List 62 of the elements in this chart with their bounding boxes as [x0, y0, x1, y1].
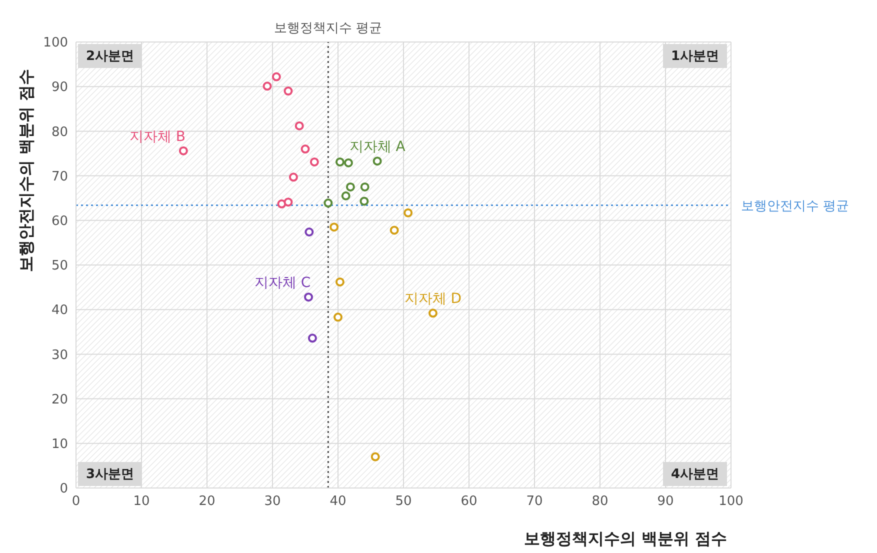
- series-label: 지자체 C: [254, 275, 311, 292]
- y-tick-label: 70: [51, 169, 68, 184]
- point: [310, 157, 319, 166]
- point: [294, 121, 304, 130]
- point: [360, 196, 369, 206]
- y-axis-title: 보행안전지수의 백분위 점수: [16, 68, 36, 272]
- point: [335, 277, 344, 286]
- series-label: 지자체 B: [129, 128, 186, 145]
- x-tick-label: 80: [592, 494, 608, 510]
- point: [370, 452, 380, 462]
- y-tick-label: 100: [43, 36, 68, 51]
- point: [288, 172, 298, 182]
- annotation: 3사분면: [78, 462, 142, 486]
- series-label: 지자체 A: [349, 139, 406, 156]
- ref-line-label: 보행정책지수 평균: [274, 21, 382, 36]
- y-tick-label: 40: [51, 303, 68, 318]
- y-tick-label: 50: [51, 258, 68, 274]
- point: [277, 199, 286, 208]
- point: [304, 227, 314, 236]
- point: [346, 182, 355, 192]
- point: [341, 191, 350, 200]
- point: [284, 86, 293, 96]
- point: [304, 292, 314, 302]
- point: [360, 182, 370, 192]
- annotation: 4사분면: [663, 462, 728, 486]
- point: [335, 157, 344, 166]
- point: [344, 158, 353, 168]
- x-tick-label: 50: [395, 494, 412, 510]
- y-tick-label: 90: [51, 80, 68, 96]
- ref-line-label: 보행안전지수 평균: [741, 198, 850, 214]
- point: [272, 72, 281, 82]
- x-tick-label: 0: [72, 494, 80, 510]
- y-tick-label: 80: [51, 124, 68, 140]
- x-tick-label: 60: [460, 494, 478, 510]
- point: [324, 198, 333, 208]
- x-tick-label: 40: [330, 494, 346, 510]
- annotation: 2사분면: [78, 44, 142, 68]
- point: [390, 226, 399, 235]
- point: [404, 208, 413, 218]
- x-tick-label: 10: [133, 494, 150, 510]
- point: [330, 222, 339, 232]
- point: [178, 146, 188, 156]
- y-tick-label: 30: [51, 348, 68, 363]
- point: [284, 198, 293, 207]
- x-tick-label: 70: [526, 494, 543, 510]
- point: [334, 312, 342, 322]
- x-tick-label: 90: [657, 494, 674, 510]
- annotation: 1사분면: [663, 44, 728, 68]
- point: [308, 334, 317, 343]
- y-tick-label: 0: [60, 482, 68, 497]
- series-label: 지자체 D: [404, 291, 462, 308]
- point: [300, 144, 310, 154]
- point: [428, 308, 438, 318]
- y-tick-label: 20: [51, 392, 68, 408]
- point: [262, 82, 272, 91]
- x-axis-title: 보행정책지수의 백분위 점수: [524, 529, 727, 548]
- point: [372, 156, 382, 166]
- y-tick-label: 10: [51, 437, 68, 452]
- y-tick-label: 60: [51, 214, 68, 230]
- x-tick-label: 20: [198, 494, 216, 510]
- x-tick-label: 30: [264, 494, 281, 510]
- x-tick-label: 100: [718, 494, 744, 510]
